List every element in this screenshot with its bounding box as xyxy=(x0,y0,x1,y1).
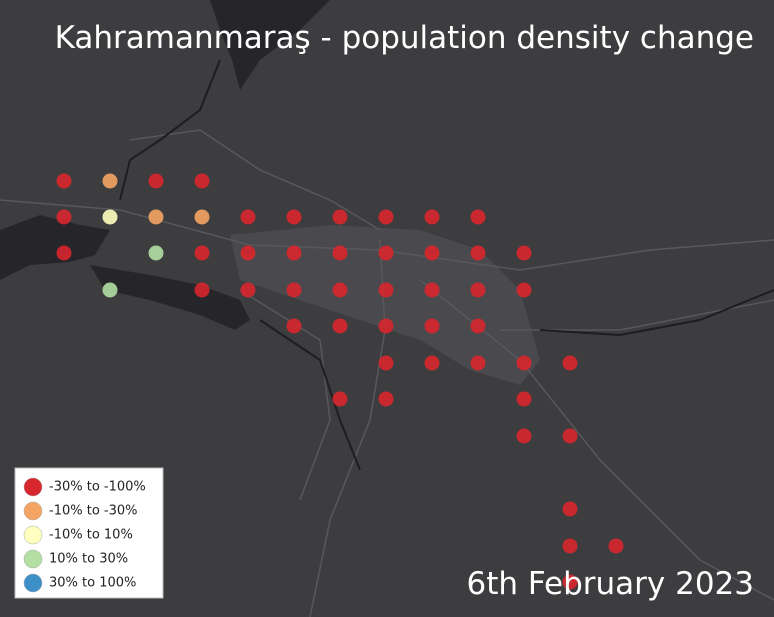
density-dot xyxy=(102,282,118,298)
density-dot xyxy=(608,538,624,554)
density-dot xyxy=(286,245,302,261)
density-dot xyxy=(240,209,256,225)
density-dot xyxy=(562,538,578,554)
density-dot xyxy=(516,391,532,407)
density-dot xyxy=(378,391,394,407)
legend-label: 10% to 30% xyxy=(49,552,128,567)
density-dots xyxy=(56,173,624,590)
density-dot xyxy=(470,318,486,334)
density-dot xyxy=(332,282,348,298)
density-dot xyxy=(194,173,210,189)
density-dot xyxy=(424,318,440,334)
density-dot xyxy=(424,209,440,225)
date-label: 6th February 2023 xyxy=(467,566,755,602)
rivers xyxy=(119,59,774,471)
density-dot xyxy=(378,209,394,225)
density-dot xyxy=(332,318,348,334)
density-dot xyxy=(102,209,118,225)
legend-swatch xyxy=(23,549,43,569)
density-dot xyxy=(424,245,440,261)
density-dot xyxy=(378,245,394,261)
density-dot xyxy=(56,209,72,225)
density-dot xyxy=(56,173,72,189)
density-dot xyxy=(516,355,532,371)
density-dot xyxy=(516,245,532,261)
legend-label: -10% to -30% xyxy=(49,504,138,519)
density-dot xyxy=(470,209,486,225)
density-dot xyxy=(424,355,440,371)
density-dot xyxy=(148,173,164,189)
density-dot xyxy=(562,428,578,444)
density-dot xyxy=(470,355,486,371)
density-dot xyxy=(332,391,348,407)
density-dot xyxy=(194,209,210,225)
density-dot xyxy=(378,282,394,298)
density-dot xyxy=(240,282,256,298)
density-dot xyxy=(240,245,256,261)
legend-label: -10% to 10% xyxy=(49,528,133,543)
density-dot xyxy=(562,501,578,517)
density-dot xyxy=(516,282,532,298)
density-dot xyxy=(286,209,302,225)
legend-swatch xyxy=(23,501,43,521)
legend-swatch xyxy=(23,477,43,497)
density-dot xyxy=(562,355,578,371)
legend: -30% to -100% -10% to -30% -10% to 10% 10% … xyxy=(23,477,146,593)
density-dot xyxy=(470,282,486,298)
map-title: Kahramanmaraş - population density chang… xyxy=(55,20,754,56)
legend-label: 30% to 100% xyxy=(49,576,136,591)
density-dot xyxy=(148,209,164,225)
density-dot xyxy=(516,428,532,444)
density-dot xyxy=(194,245,210,261)
density-dot xyxy=(148,245,164,261)
density-dot xyxy=(332,209,348,225)
density-dot xyxy=(286,282,302,298)
legend-swatch xyxy=(23,573,43,593)
density-dot xyxy=(424,282,440,298)
density-dot xyxy=(378,355,394,371)
density-dot xyxy=(194,282,210,298)
water xyxy=(0,0,330,330)
density-dot xyxy=(562,574,578,590)
density-dot xyxy=(56,245,72,261)
city-area xyxy=(230,225,540,385)
density-dot xyxy=(378,318,394,334)
legend-label: -30% to -100% xyxy=(49,480,146,495)
density-dot xyxy=(332,245,348,261)
legend-swatch xyxy=(23,525,43,545)
density-dot xyxy=(470,245,486,261)
density-dot xyxy=(102,173,118,189)
density-dot xyxy=(286,318,302,334)
